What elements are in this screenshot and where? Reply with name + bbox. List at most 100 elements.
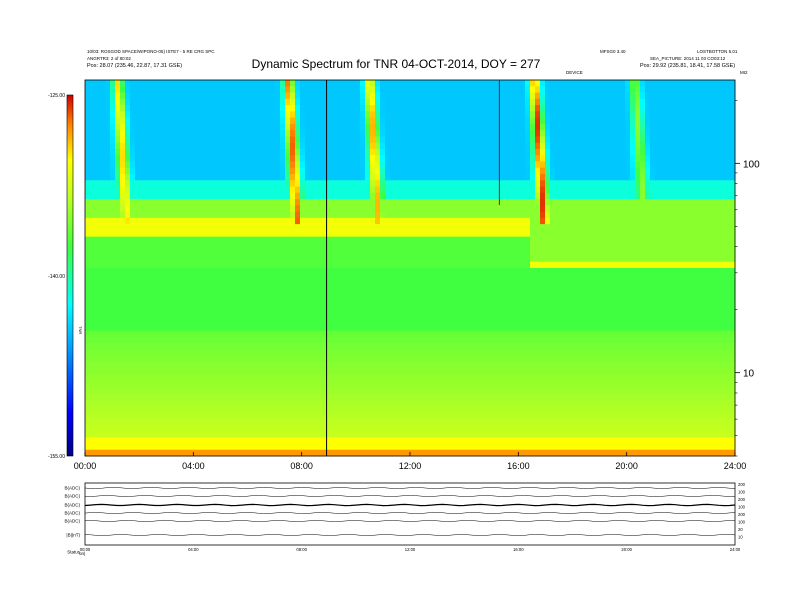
heatmap-cell <box>310 199 316 206</box>
heatmap-cell <box>105 299 111 306</box>
heatmap-cell <box>190 343 196 350</box>
heatmap-cell <box>220 242 226 250</box>
heatmap-cell <box>325 255 331 263</box>
heatmap-cell <box>370 424 376 432</box>
heatmap-cell <box>205 230 211 238</box>
heatmap-cell <box>245 92 251 100</box>
heatmap-cell <box>190 192 196 200</box>
heatmap-cell <box>100 280 106 288</box>
heatmap-cell <box>255 424 261 432</box>
heatmap-cell <box>265 224 271 231</box>
heatmap-cell <box>350 418 356 426</box>
heatmap-cell <box>420 449 426 457</box>
heatmap-cell <box>480 399 486 407</box>
heatmap-cell <box>480 80 486 87</box>
heatmap-cell <box>495 255 501 263</box>
heatmap-cell <box>210 368 216 375</box>
heatmap-cell <box>165 242 171 250</box>
heatmap-cell <box>195 355 201 363</box>
heatmap-cell <box>110 324 116 332</box>
heatmap-cell <box>430 405 436 413</box>
heatmap-cell <box>460 123 466 131</box>
heatmap-cell <box>300 174 306 181</box>
heatmap-cell <box>265 86 271 93</box>
heatmap-cell <box>260 399 266 407</box>
heatmap-cell <box>485 236 491 244</box>
heatmap-cell <box>315 324 321 332</box>
heatmap-cell <box>125 449 131 457</box>
heatmap-cell <box>430 199 436 206</box>
heatmap-cell <box>385 343 391 350</box>
heatmap-cell <box>420 255 426 263</box>
heatmap-cell <box>470 374 476 382</box>
heatmap-cell <box>460 362 466 369</box>
heatmap-cell <box>345 437 351 444</box>
heatmap-cell <box>230 412 236 419</box>
heatmap-cell <box>330 155 336 162</box>
heatmap-cell <box>140 161 146 169</box>
heatmap-cell <box>490 336 496 344</box>
heatmap-cell <box>190 205 196 212</box>
heatmap-cell <box>185 155 191 162</box>
heatmap-cell <box>420 336 426 344</box>
heatmap-cell <box>270 224 276 231</box>
heatmap-cell <box>260 174 266 181</box>
heatmap-cell <box>280 387 286 394</box>
heatmap-cell <box>95 380 101 388</box>
heatmap-cell <box>495 362 501 369</box>
heatmap-cell <box>490 280 496 288</box>
heatmap-cell <box>400 387 406 394</box>
heatmap-cell <box>410 362 416 369</box>
heatmap-cell <box>180 299 186 306</box>
heatmap-cell <box>365 174 371 181</box>
heatmap-cell <box>300 180 306 187</box>
heatmap-cell <box>315 148 321 156</box>
heatmap-cell <box>240 123 246 131</box>
heatmap-cell <box>190 286 196 294</box>
heatmap-cell <box>350 387 356 394</box>
heatmap-cell <box>135 286 141 294</box>
heatmap-cell <box>350 167 356 175</box>
heatmap-cell <box>445 280 451 288</box>
heatmap-cell <box>465 255 471 263</box>
heatmap-cell <box>210 349 216 357</box>
heatmap-cell <box>440 330 446 338</box>
heatmap-cell <box>290 305 296 313</box>
heatmap-cell <box>290 399 296 407</box>
heatmap-cell <box>265 330 271 338</box>
heatmap-cell <box>190 374 196 382</box>
heatmap-cell <box>325 211 331 219</box>
heatmap-cell <box>125 336 131 344</box>
heatmap-cell <box>145 368 151 375</box>
heatmap-cell <box>120 80 126 87</box>
heatmap-cell <box>175 412 181 419</box>
heatmap-cell <box>190 412 196 419</box>
heatmap-cell <box>405 86 411 93</box>
heatmap-cell <box>385 211 391 219</box>
heatmap-cell <box>230 86 236 93</box>
heatmap-cell <box>295 380 301 388</box>
heatmap-cell <box>280 224 286 231</box>
heatmap-cell <box>165 167 171 175</box>
heatmap-cell <box>95 368 101 375</box>
heatmap-cell <box>460 274 466 281</box>
heatmap-cell <box>180 249 186 256</box>
heatmap-cell <box>85 92 91 100</box>
heatmap-cell <box>375 336 381 344</box>
heatmap-cell <box>490 399 496 407</box>
heatmap-cell <box>485 280 491 288</box>
heatmap-cell <box>260 249 266 256</box>
heatmap-cell <box>100 167 106 175</box>
heatmap-cell <box>340 299 346 306</box>
heatmap-cell <box>260 293 266 300</box>
heatmap-cell <box>185 92 191 100</box>
heatmap-cell <box>455 324 461 332</box>
heatmap-cell <box>360 111 366 118</box>
heatmap-cell <box>105 111 111 118</box>
heatmap-cell <box>320 280 326 288</box>
heatmap-cell <box>155 255 161 263</box>
heatmap-cell <box>180 405 186 413</box>
heatmap-cell <box>185 355 191 363</box>
heatmap-cell <box>350 412 356 419</box>
heatmap-cell <box>345 192 351 200</box>
